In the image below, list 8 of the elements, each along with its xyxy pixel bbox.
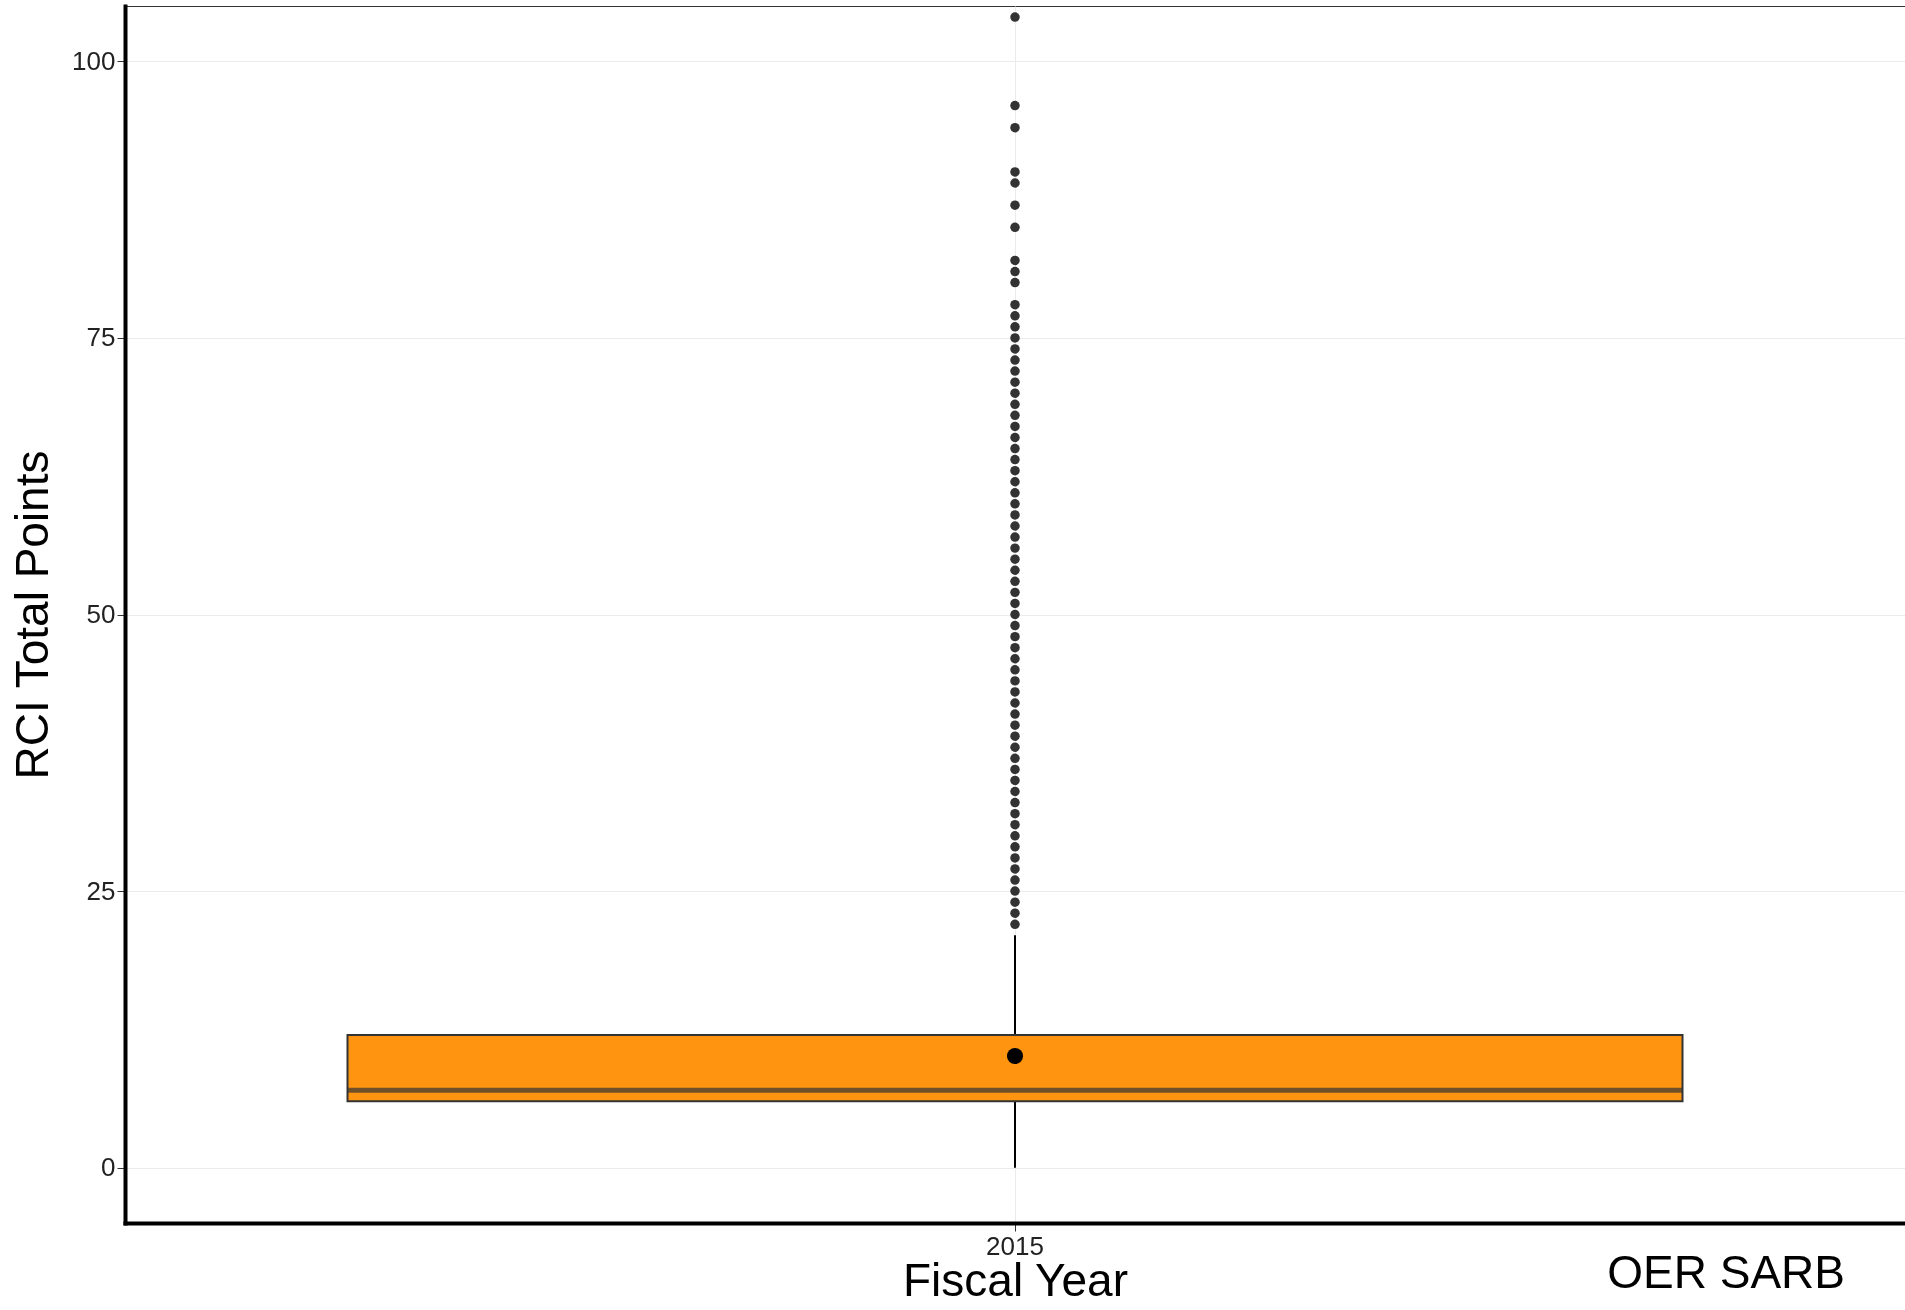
- x-tick-label: 2015: [986, 1230, 1044, 1261]
- y-tick-label: 75: [86, 322, 116, 353]
- y-tick-label: 0: [101, 1152, 116, 1183]
- y-tick-label: 100: [72, 45, 116, 76]
- y-tick-label: 50: [86, 599, 116, 629]
- text: OER SARB: [1607, 1246, 1845, 1298]
- y-tick-label: 25: [86, 875, 116, 906]
- y-axis-title: RCI Total Points: [6, 450, 59, 780]
